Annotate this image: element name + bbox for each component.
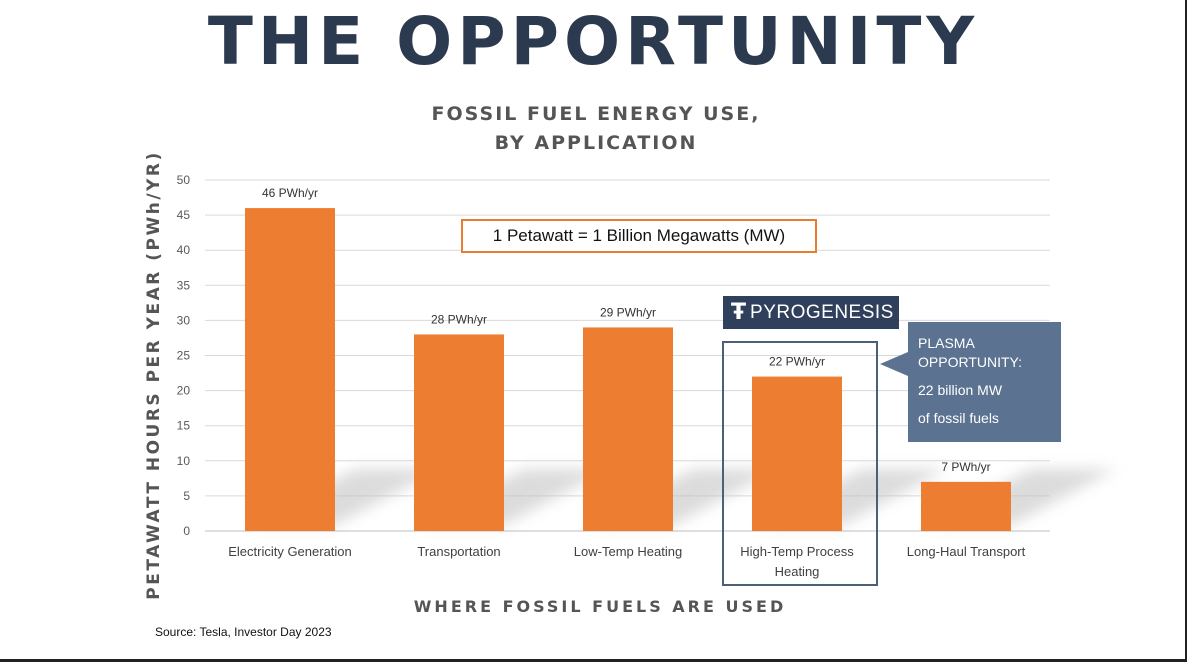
bar bbox=[245, 208, 335, 531]
pyrogenesis-logo-icon: Ŧ bbox=[731, 300, 747, 325]
x-tick-label: Transportation bbox=[417, 544, 500, 559]
y-tick-label: 0 bbox=[183, 524, 190, 538]
callout-pointer bbox=[880, 352, 908, 376]
y-tick-label: 15 bbox=[177, 419, 191, 433]
data-label: 22 PWh/yr bbox=[769, 355, 825, 369]
y-tick-label: 10 bbox=[177, 454, 191, 468]
y-tick-label: 45 bbox=[177, 208, 191, 222]
data-label: 7 PWh/yr bbox=[941, 460, 990, 474]
x-axis-label: WHERE FOSSIL FUELS ARE USED bbox=[413, 597, 787, 616]
plasma-line-2: OPPORTUNITY: bbox=[918, 354, 1022, 370]
plasma-line-1: PLASMA bbox=[918, 335, 975, 351]
y-tick-label: 30 bbox=[177, 313, 191, 327]
pyrogenesis-logo: Ŧ PYROGENESIS bbox=[723, 296, 899, 329]
data-label: 28 PWh/yr bbox=[431, 312, 487, 326]
data-label: 46 PWh/yr bbox=[262, 186, 318, 200]
pyrogenesis-logo-text: PYROGENESIS bbox=[750, 301, 894, 323]
highlight-frame bbox=[722, 341, 878, 586]
chart-title-line-1: FOSSIL FUEL ENERGY USE, bbox=[431, 103, 761, 125]
y-tick-label: 20 bbox=[177, 384, 191, 398]
y-tick-label: 50 bbox=[177, 173, 191, 187]
x-tick-label: Electricity Generation bbox=[228, 544, 352, 559]
x-tick-label: Heating bbox=[775, 564, 820, 579]
chart-title: FOSSIL FUEL ENERGY USE, BY APPLICATION bbox=[300, 100, 892, 158]
bar bbox=[583, 327, 673, 531]
x-tick-label: Low-Temp Heating bbox=[574, 544, 682, 559]
y-tick-label: 5 bbox=[183, 489, 190, 503]
y-tick-label: 35 bbox=[177, 278, 191, 292]
bar bbox=[752, 376, 842, 531]
slide-title: THE OPPORTUNITY bbox=[207, 3, 980, 80]
plasma-line-4: of fossil fuels bbox=[918, 410, 999, 426]
plasma-line-3: 22 billion MW bbox=[918, 382, 1003, 398]
data-label: 29 PWh/yr bbox=[600, 305, 656, 319]
y-tick-label: 25 bbox=[177, 349, 191, 363]
x-tick-label: Long-Haul Transport bbox=[907, 544, 1026, 559]
conversion-callout: 1 Petawatt = 1 Billion Megawatts (MW) bbox=[461, 219, 817, 253]
bar bbox=[921, 481, 1011, 531]
source-note: Source: Tesla, Investor Day 2023 bbox=[155, 625, 332, 639]
plasma-opportunity-note: PLASMA OPPORTUNITY: 22 billion MW of fos… bbox=[908, 322, 1061, 442]
x-tick-label: High-Temp Process bbox=[740, 544, 854, 559]
y-tick-label: 40 bbox=[177, 243, 191, 257]
bar bbox=[414, 334, 504, 531]
chart-title-line-2: BY APPLICATION bbox=[494, 132, 698, 154]
